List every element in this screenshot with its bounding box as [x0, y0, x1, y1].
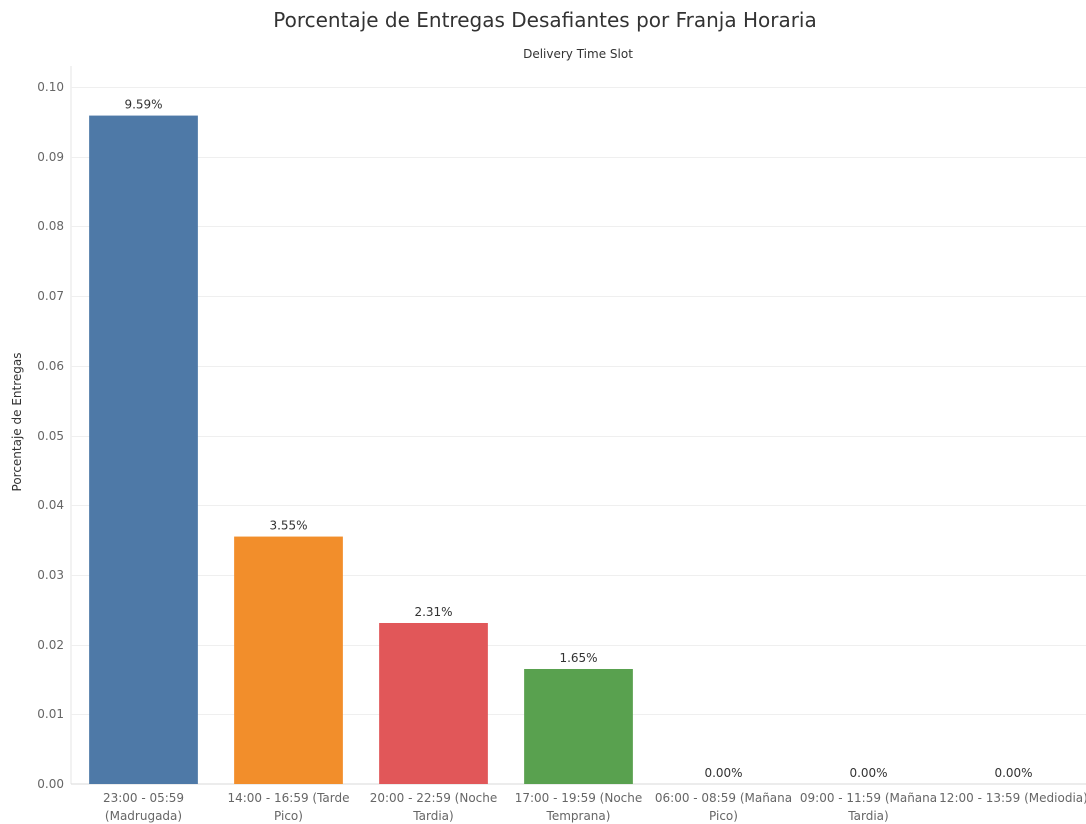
x-tick-label: 14:00 - 16:59 (Tarde [227, 791, 349, 805]
y-tick-label: 0.07 [37, 289, 64, 303]
y-tick-label: 0.02 [37, 638, 64, 652]
gridlines [70, 66, 1086, 785]
data-label: 2.31% [414, 605, 452, 619]
bars [89, 115, 633, 784]
x-tick-label: 17:00 - 19:59 (Noche [515, 791, 643, 805]
data-label: 1.65% [559, 651, 597, 665]
bar [379, 622, 488, 784]
y-tick-label: 0.10 [37, 80, 64, 94]
bar [89, 115, 198, 784]
x-tick-label: 12:00 - 13:59 (Mediodia) [939, 791, 1086, 805]
x-tick-label: Tardia) [412, 809, 453, 823]
data-label: 0.00% [994, 766, 1032, 780]
y-axis-ticks: 0.00 0.01 0.02 0.03 0.04 0.05 0.06 0.07 0.08 0.09… [37, 80, 64, 791]
y-tick-label: 0.09 [37, 150, 64, 164]
bar [524, 668, 633, 784]
data-label: 0.00% [849, 766, 887, 780]
y-tick-label: 0.04 [37, 498, 64, 512]
x-axis-ticks: 23:00 - 05:59 (Madrugada) 14:00 - 16:59 (T… [103, 791, 1086, 823]
data-label: 3.55% [269, 519, 307, 533]
column-header: Delivery Time Slot [523, 47, 633, 61]
x-tick-label: Temprana) [546, 809, 611, 823]
y-tick-label: 0.08 [37, 219, 64, 233]
x-tick-label: 23:00 - 05:59 [103, 791, 184, 805]
data-label: 0.00% [704, 766, 742, 780]
x-tick-label: 20:00 - 22:59 (Noche [370, 791, 498, 805]
x-tick-label: Pico) [709, 809, 738, 823]
data-label: 9.59% [124, 98, 162, 112]
x-tick-label: 09:00 - 11:59 (Mañana [800, 791, 937, 805]
chart-title: Porcentaje de Entregas Desafiantes por F… [273, 8, 817, 32]
y-tick-label: 0.03 [37, 568, 64, 582]
y-tick-label: 0.01 [37, 707, 64, 721]
y-tick-label: 0.05 [37, 429, 64, 443]
y-tick-label: 0.00 [37, 777, 64, 791]
bar [234, 536, 343, 784]
x-tick-label: (Madrugada) [105, 809, 182, 823]
x-tick-label: Pico) [274, 809, 303, 823]
y-tick-label: 0.06 [37, 359, 64, 373]
x-tick-label: Tardia) [847, 809, 888, 823]
data-labels: 9.59% 3.55% 2.31% 1.65% 0.00% 0.00% 0.00% [124, 98, 1032, 780]
x-tick-label: 06:00 - 08:59 (Mañana [655, 791, 792, 805]
